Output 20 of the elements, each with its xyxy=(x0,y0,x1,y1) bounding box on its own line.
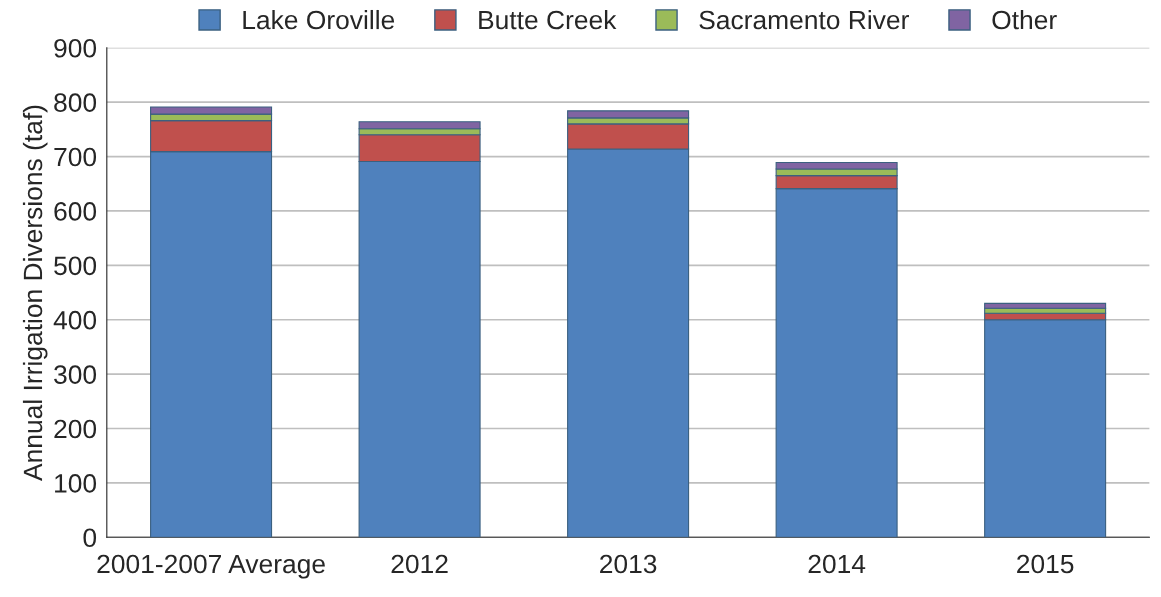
x-tick-label: 2014 xyxy=(808,554,866,574)
legend-label: Lake Oroville xyxy=(243,9,395,30)
legend-label: Butte Creek xyxy=(479,9,617,30)
x-tick-label: 2012 xyxy=(391,554,448,574)
y-tick-label: 100 xyxy=(55,474,97,493)
y-axis-title: Annual Irrigation Diversions (taf) xyxy=(22,105,48,481)
x-tick-label: 2015 xyxy=(1017,554,1074,574)
x-tick-label: 2001-2007 Average xyxy=(97,554,325,579)
y-tick-label: 500 xyxy=(54,256,97,276)
y-tick-label: 900 xyxy=(54,38,97,58)
y-tick-label: 200 xyxy=(54,419,97,439)
y-tick-label: 700 xyxy=(54,147,97,167)
legend-label: Sacramento River xyxy=(699,9,909,30)
y-tick-label: 400 xyxy=(53,310,97,330)
legend-label: Other xyxy=(992,9,1057,30)
y-tick-label: 0 xyxy=(83,528,97,548)
y-tick-label: 300 xyxy=(54,365,97,384)
y-tick-label: 600 xyxy=(54,202,97,221)
y-tick-label: 800 xyxy=(54,93,97,112)
x-tick-label: 2013 xyxy=(600,554,657,574)
